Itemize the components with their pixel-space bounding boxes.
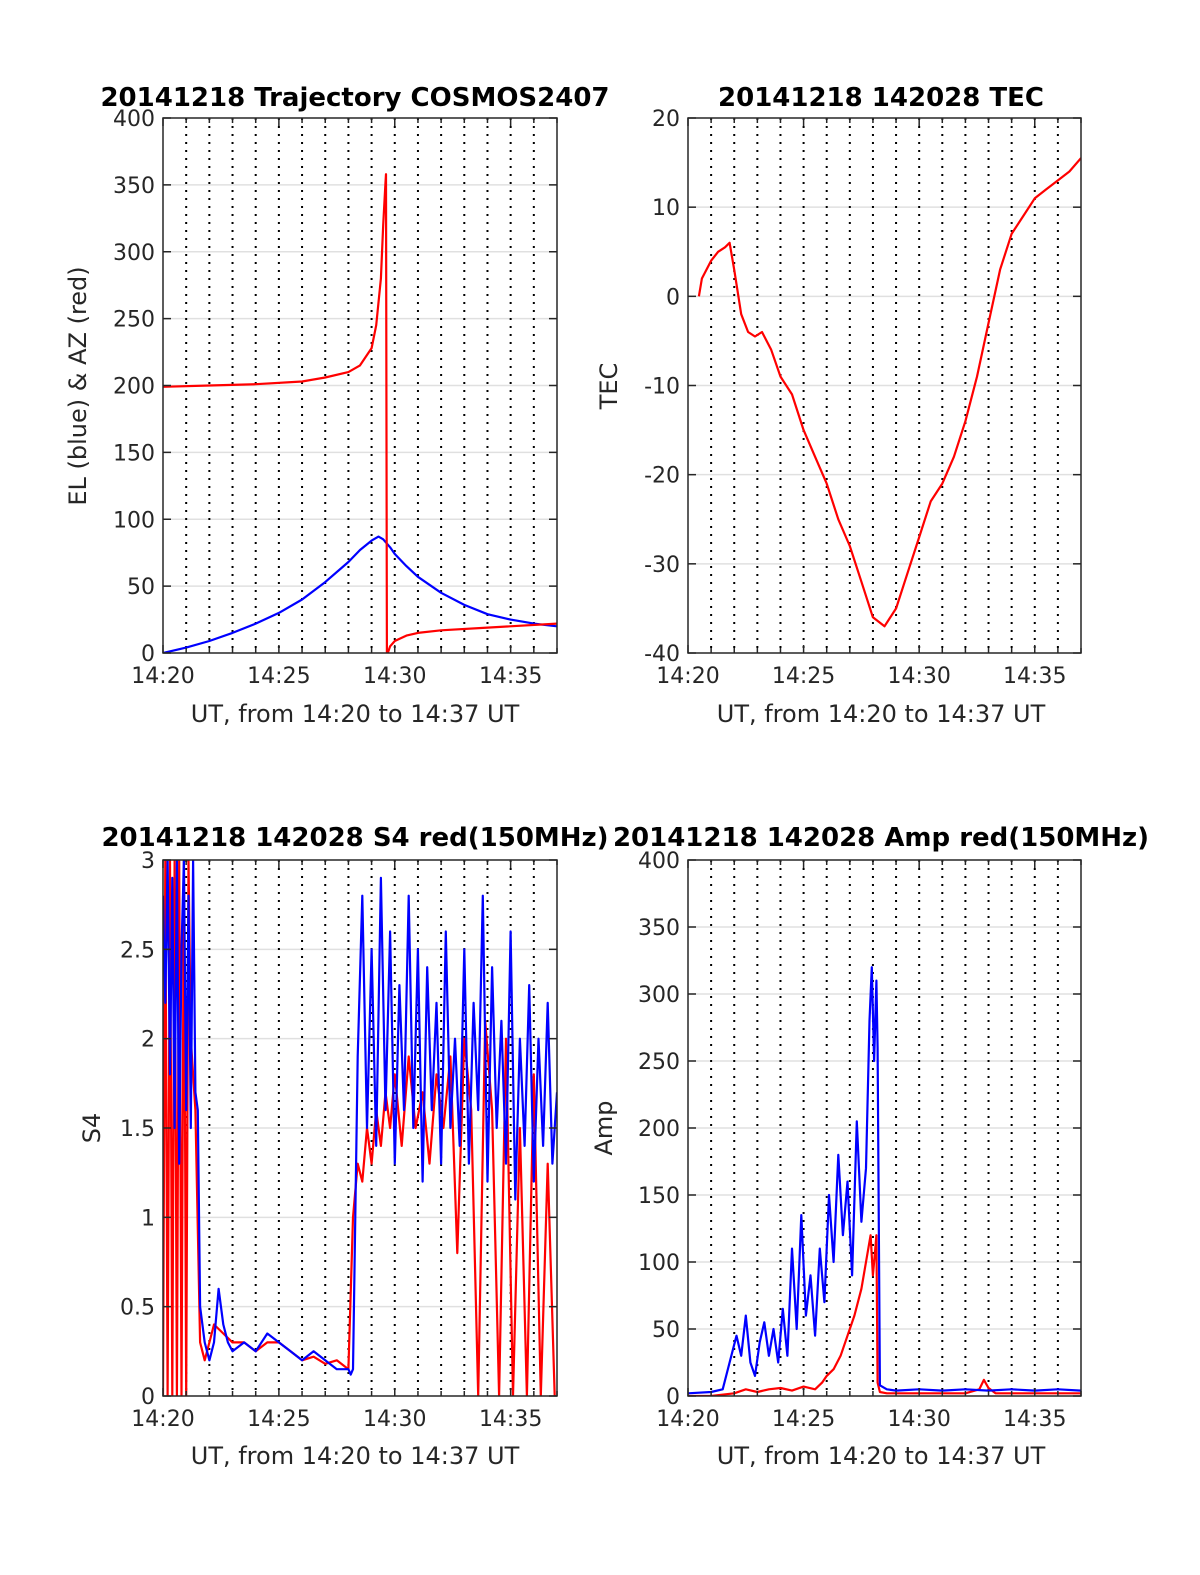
amp-ytick-label: 50 bbox=[652, 1318, 680, 1343]
amp-ytick-label: 250 bbox=[638, 1050, 680, 1075]
panel-tec-xlabel: UT, from 14:20 to 14:37 UT bbox=[717, 700, 1046, 728]
panel-trajectory-title: 20141218 Trajectory COSMOS2407 bbox=[100, 83, 609, 113]
trajectory-ytick-label: 250 bbox=[113, 308, 155, 333]
s4-ytick-label: 1 bbox=[141, 1206, 155, 1231]
trajectory-ytick-label: 300 bbox=[113, 241, 155, 266]
panel-s4-title: 20141218 142028 S4 red(150MHz) bbox=[101, 823, 608, 853]
s4-xtick-label: 14:35 bbox=[479, 1407, 542, 1432]
amp-xtick-label: 14:30 bbox=[887, 1407, 950, 1432]
trajectory-xtick-label: 14:30 bbox=[363, 664, 426, 689]
trajectory-ytick-label: 350 bbox=[113, 174, 155, 199]
s4-xtick-label: 14:25 bbox=[247, 1407, 310, 1432]
trajectory-series-line bbox=[163, 173, 557, 653]
trajectory-ytick-label: 50 bbox=[127, 575, 155, 600]
s4-ytick-label: 3 bbox=[141, 849, 155, 874]
tec-ytick-label: 0 bbox=[666, 285, 680, 310]
amp-ytick-label: 400 bbox=[638, 849, 680, 874]
s4-xtick-label: 14:20 bbox=[131, 1407, 194, 1432]
panel-tec-ylabel: TEC bbox=[595, 363, 623, 411]
trajectory-series-line bbox=[163, 535, 557, 653]
trajectory-xtick-label: 14:20 bbox=[131, 664, 194, 689]
s4-series-line bbox=[163, 860, 557, 1376]
panel-tec-title: 20141218 142028 TEC bbox=[718, 83, 1044, 113]
panel-tec: 20141218 142028 TEC UT, from 14:20 to 14… bbox=[595, 83, 1082, 728]
trajectory-ytick-label: 150 bbox=[113, 441, 155, 466]
panel-trajectory-ylabel: EL (blue) & AZ (red) bbox=[64, 266, 92, 505]
panel-s4-ylabel: S4 bbox=[78, 1113, 106, 1144]
amp-xtick-label: 14:25 bbox=[772, 1407, 835, 1432]
amp-ytick-label: 200 bbox=[638, 1117, 680, 1142]
amp-ytick-label: 100 bbox=[638, 1251, 680, 1276]
amp-ytick-label: 150 bbox=[638, 1184, 680, 1209]
tec-ytick-label: 20 bbox=[652, 107, 680, 132]
panel-amp-ylabel: Amp bbox=[590, 1100, 618, 1155]
tec-xtick-label: 14:30 bbox=[887, 664, 950, 689]
s4-xtick-label: 14:30 bbox=[363, 1407, 426, 1432]
amp-xtick-label: 14:20 bbox=[656, 1407, 719, 1432]
amp-xtick-label: 14:35 bbox=[1003, 1407, 1066, 1432]
s4-ytick-label: 0.5 bbox=[120, 1296, 155, 1321]
trajectory-ytick-label: 200 bbox=[113, 375, 155, 400]
s4-series-line bbox=[163, 860, 556, 1396]
tec-series-line bbox=[697, 157, 1081, 628]
trajectory-ytick-label: 0 bbox=[141, 642, 155, 667]
panel-s4-xlabel: UT, from 14:20 to 14:37 UT bbox=[191, 1442, 520, 1470]
tec-ytick-label: -30 bbox=[644, 553, 680, 578]
s4-ytick-label: 1.5 bbox=[120, 1117, 155, 1142]
tec-xtick-label: 14:20 bbox=[656, 664, 719, 689]
trajectory-xtick-label: 14:25 bbox=[247, 664, 310, 689]
s4-ytick-label: 2 bbox=[141, 1028, 155, 1053]
amp-series-line bbox=[688, 1234, 1081, 1396]
s4-ytick-label: 2.5 bbox=[120, 938, 155, 963]
trajectory-ytick-label: 400 bbox=[113, 107, 155, 132]
panel-amp: 20141218 142028 Amp red(150MHz) UT, from… bbox=[590, 823, 1149, 1470]
trajectory-xtick-label: 14:35 bbox=[479, 664, 542, 689]
trajectory-ytick-label: 100 bbox=[113, 508, 155, 533]
panel-amp-title: 20141218 142028 Amp red(150MHz) bbox=[613, 823, 1149, 853]
amp-series-line bbox=[688, 966, 1081, 1395]
s4-ytick-label: 0 bbox=[141, 1385, 155, 1410]
amp-ytick-label: 300 bbox=[638, 983, 680, 1008]
panel-trajectory-xlabel: UT, from 14:20 to 14:37 UT bbox=[191, 700, 520, 728]
tec-ytick-label: -40 bbox=[644, 642, 680, 667]
panel-trajectory: 20141218 Trajectory COSMOS2407 UT, from … bbox=[64, 83, 610, 728]
tec-ytick-label: -10 bbox=[644, 375, 680, 400]
panel-s4: 20141218 142028 S4 red(150MHz) UT, from … bbox=[78, 823, 609, 1470]
panel-amp-xlabel: UT, from 14:20 to 14:37 UT bbox=[717, 1442, 1046, 1470]
amp-ytick-label: 0 bbox=[666, 1385, 680, 1410]
tec-xtick-label: 14:25 bbox=[772, 664, 835, 689]
amp-ytick-label: 350 bbox=[638, 916, 680, 941]
tec-ytick-label: -20 bbox=[644, 464, 680, 489]
tec-ytick-label: 10 bbox=[652, 196, 680, 221]
tec-xtick-label: 14:35 bbox=[1003, 664, 1066, 689]
